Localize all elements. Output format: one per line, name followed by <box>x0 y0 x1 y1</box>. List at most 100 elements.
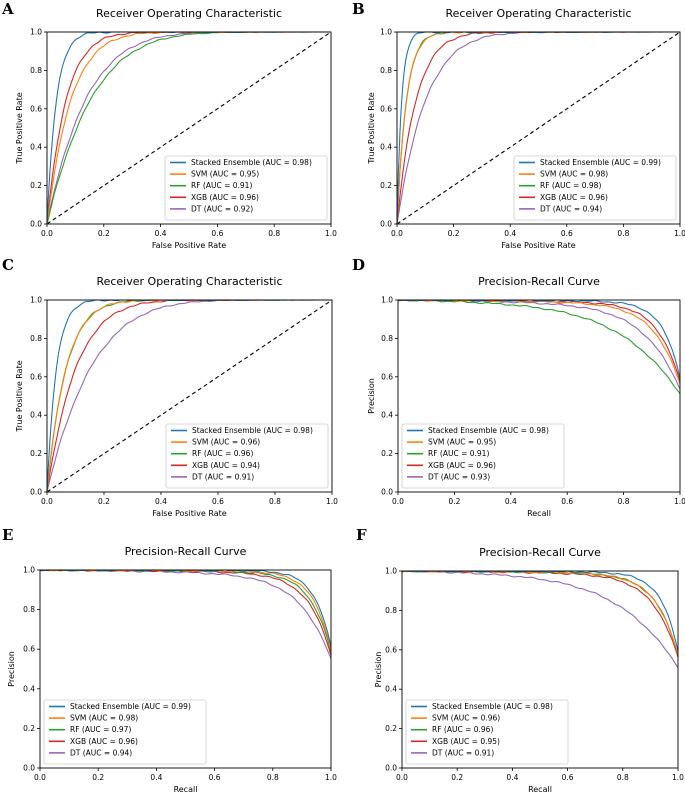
x-tick-label: 0.4 <box>506 773 518 782</box>
panel-e: E Precision-Recall Curve 0.00.0 0.2 0.2 0.4 0.… <box>2 526 337 794</box>
series-line-xgb <box>397 299 681 382</box>
chart-title: Receiver Operating Characteristic <box>96 7 282 20</box>
y-tick-label: 0.8 <box>23 605 35 614</box>
legend: Stacked Ensemble (AUC = 0.98) SVM (AUC = … <box>164 155 328 221</box>
x-tick-label: 0.6 <box>561 229 573 238</box>
legend-entry-ensemble: Stacked Ensemble (AUC = 0.98) <box>432 702 553 711</box>
y-tick-label: 0.0 <box>381 488 393 497</box>
x-tick-label: 0.0 <box>41 229 53 238</box>
x-tick-label: 0.6 <box>562 773 574 782</box>
series-line-rf <box>402 570 679 656</box>
x-tick-label: 1.0 <box>325 229 337 238</box>
chart-title: Receiver Operating Characteristic <box>96 275 282 288</box>
legend-entry-xgb: XGB (AUC = 0.96) <box>540 193 608 202</box>
series-line-dt <box>398 299 681 390</box>
x-tick-label: 0.2 <box>98 497 110 506</box>
chart-title: Receiver Operating Characteristic <box>445 7 631 20</box>
series-line-xgb <box>40 569 332 656</box>
x-tick-label: 0.8 <box>618 497 630 506</box>
legend-entry-rf: RF (AUC = 0.97) <box>70 725 131 734</box>
legend: Stacked Ensemble (AUC = 0.99) SVM (AUC = … <box>43 699 207 765</box>
y-tick-label: 0.4 <box>30 143 42 152</box>
x-tick-label: 1.0 <box>325 773 337 782</box>
legend-entry-rf: RF (AUC = 0.98) <box>540 181 601 190</box>
y-tick-label: 1.0 <box>30 28 42 37</box>
y-tick-label: 0.2 <box>30 181 42 190</box>
axes-frame <box>46 31 332 225</box>
legend-box <box>401 423 565 489</box>
legend-entry-dt: DT (AUC = 0.94) <box>540 204 602 213</box>
legend-entry-dt: DT (AUC = 0.93) <box>428 472 490 481</box>
x-tick-label: 0.2 <box>448 497 460 506</box>
x-tick-label: 0.2 <box>451 773 463 782</box>
y-tick-label: 0.8 <box>30 334 42 343</box>
legend: Stacked Ensemble (AUC = 0.98) SVM (AUC = … <box>401 423 565 489</box>
x-tick-label: 1.0 <box>674 229 685 238</box>
legend-entry-ensemble: Stacked Ensemble (AUC = 0.99) <box>70 702 191 711</box>
x-tick-label: 0.8 <box>617 773 629 782</box>
chart-title: Precision-Recall Curve <box>479 546 601 559</box>
legend-entry-dt: DT (AUC = 0.91) <box>192 472 254 481</box>
x-axis-label: False Positive Rate <box>501 241 575 250</box>
panel-letter: F <box>356 526 367 544</box>
y-tick-label: 0.4 <box>381 411 393 420</box>
axes-frame <box>397 299 681 493</box>
y-tick-label: 0.2 <box>30 449 42 458</box>
x-tick-label: 0.4 <box>155 229 167 238</box>
series-line-dt <box>402 570 679 669</box>
x-axis-label: Recall <box>527 509 551 518</box>
panel-letter: B <box>352 0 365 18</box>
legend-entry-svm: SVM (AUC = 0.96) <box>432 714 500 723</box>
series-line-svm <box>401 570 679 655</box>
legend-entry-rf: RF (AUC = 0.91) <box>428 449 489 458</box>
series-line-dt <box>39 569 332 659</box>
y-tick-label: 0.4 <box>23 684 35 693</box>
legend-entry-xgb: XGB (AUC = 0.94) <box>192 461 260 470</box>
legend-entry-ensemble: Stacked Ensemble (AUC = 0.99) <box>540 158 661 167</box>
axes-frame <box>396 31 681 225</box>
y-tick-label: 0.8 <box>381 334 393 343</box>
y-tick-label: 0.8 <box>30 66 42 75</box>
panel-letter: A <box>1 0 14 18</box>
y-tick-label: 0.0 <box>385 764 397 773</box>
chart-title: Precision-Recall Curve <box>478 275 600 288</box>
y-tick-label: 0.0 <box>30 220 42 229</box>
chart-title: Precision-Recall Curve <box>125 545 247 558</box>
chance-line <box>396 31 681 225</box>
y-tick-label: 1.0 <box>385 567 397 576</box>
x-tick-label: 0.8 <box>268 229 280 238</box>
y-tick-label: 0.6 <box>30 104 42 113</box>
y-axis-label: True Positive Rate <box>15 92 24 164</box>
legend-entry-dt: DT (AUC = 0.94) <box>70 748 132 757</box>
x-tick-label: 0.0 <box>41 497 53 506</box>
legend-entry-dt: DT (AUC = 0.91) <box>432 748 494 757</box>
series-line-rf <box>39 569 332 653</box>
y-tick-label: 0.6 <box>30 372 42 381</box>
legend-entry-xgb: XGB (AUC = 0.96) <box>191 193 259 202</box>
x-axis-label: Recall <box>528 785 552 794</box>
x-axis-label: False Positive Rate <box>152 241 226 250</box>
x-tick-label: 0.4 <box>155 497 167 506</box>
x-tick-label: 0.6 <box>561 497 573 506</box>
x-tick-label: 0.4 <box>150 773 162 782</box>
panel-a: A Receiver Operating Characteristic 0.00.0… <box>1 0 337 250</box>
y-tick-label: 0.6 <box>385 645 397 654</box>
x-tick-label: 0.8 <box>269 497 281 506</box>
y-tick-label: 1.0 <box>381 296 393 305</box>
y-tick-label: 0.6 <box>380 104 392 113</box>
y-tick-label: 1.0 <box>23 566 35 575</box>
legend: Stacked Ensemble (AUC = 0.98) SVM (AUC = … <box>405 699 569 765</box>
panel-letter: E <box>2 526 13 544</box>
legend-entry-rf: RF (AUC = 0.96) <box>192 449 253 458</box>
axes-frame <box>401 570 679 769</box>
axes-frame <box>46 299 333 493</box>
legend-entry-rf: RF (AUC = 0.91) <box>191 181 252 190</box>
legend-entry-ensemble: Stacked Ensemble (AUC = 0.98) <box>191 158 312 167</box>
y-axis-label: Precision <box>7 651 16 687</box>
y-tick-label: 0.0 <box>380 220 392 229</box>
legend-entry-svm: SVM (AUC = 0.98) <box>540 170 608 179</box>
x-tick-label: 1.0 <box>672 773 684 782</box>
legend-entry-dt: DT (AUC = 0.92) <box>191 204 253 213</box>
y-tick-label: 0.8 <box>380 66 392 75</box>
